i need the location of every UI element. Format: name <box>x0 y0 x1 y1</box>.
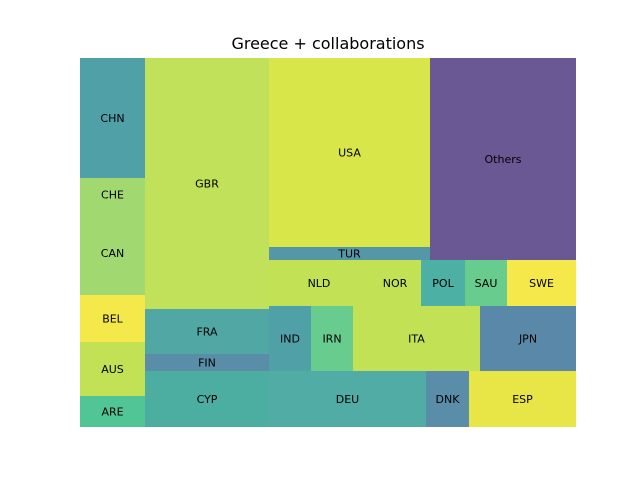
cell-swe <box>507 260 576 306</box>
cell-ita <box>353 306 480 371</box>
cell-label-others: Others <box>485 153 522 166</box>
cell-label-can: CAN <box>101 247 124 260</box>
cell-aus <box>80 342 145 396</box>
cell-label-dnk: DNK <box>436 393 461 406</box>
cell-usa <box>269 58 430 247</box>
cell-others <box>430 58 576 260</box>
cell-label-sau: SAU <box>475 277 498 290</box>
cell-label-nor: NOR <box>383 277 408 290</box>
cell-label-usa: USA <box>338 147 361 160</box>
cell-label-che: CHE <box>101 189 124 202</box>
cell-ind <box>269 306 311 371</box>
cell-fin <box>145 354 269 371</box>
cell-label-swe: SWE <box>529 277 554 290</box>
cell-nor <box>369 260 421 306</box>
cell-label-esp: ESP <box>512 393 533 406</box>
cell-tur <box>269 247 430 260</box>
cell-label-tur: TUR <box>337 248 361 261</box>
treemap-cells: CHN CHE CAN BEL AUS ARE GBR FRA FIN CYP USA TUR Othe… <box>80 58 576 427</box>
cell-label-jpn: JPN <box>518 333 537 346</box>
cell-are <box>80 396 145 427</box>
cell-dnk <box>426 371 469 427</box>
cell-chn <box>80 58 145 178</box>
cell-esp <box>469 371 576 427</box>
cell-label-deu: DEU <box>336 393 359 406</box>
cell-label-fra: FRA <box>196 326 218 339</box>
cell-cyp <box>145 371 269 427</box>
cell-irn <box>311 306 353 371</box>
chart-title: Greece + collaborations <box>231 34 424 53</box>
cell-label-ita: ITA <box>408 333 425 346</box>
cell-can <box>80 211 145 295</box>
cell-label-bel: BEL <box>102 313 123 326</box>
cell-deu <box>269 371 426 427</box>
cell-fra <box>145 309 269 354</box>
cell-pol <box>421 260 465 306</box>
cell-label-irn: IRN <box>322 333 341 346</box>
cell-jpn <box>480 306 576 371</box>
cell-label-aus: AUS <box>101 363 124 376</box>
cell-label-cyp: CYP <box>197 393 218 406</box>
cell-label-pol: POL <box>432 277 454 290</box>
cell-sau <box>465 260 507 306</box>
cell-label-are: ARE <box>101 406 123 419</box>
cell-bel <box>80 295 145 342</box>
cell-label-fin: FIN <box>198 357 216 370</box>
cell-gbr <box>145 58 269 309</box>
cell-che <box>80 178 145 211</box>
cell-label-chn: CHN <box>100 112 124 125</box>
cell-label-gbr: GBR <box>195 178 219 191</box>
cell-label-ind: IND <box>280 333 300 346</box>
cell-label-nld: NLD <box>308 277 331 290</box>
cell-nld <box>269 260 369 306</box>
